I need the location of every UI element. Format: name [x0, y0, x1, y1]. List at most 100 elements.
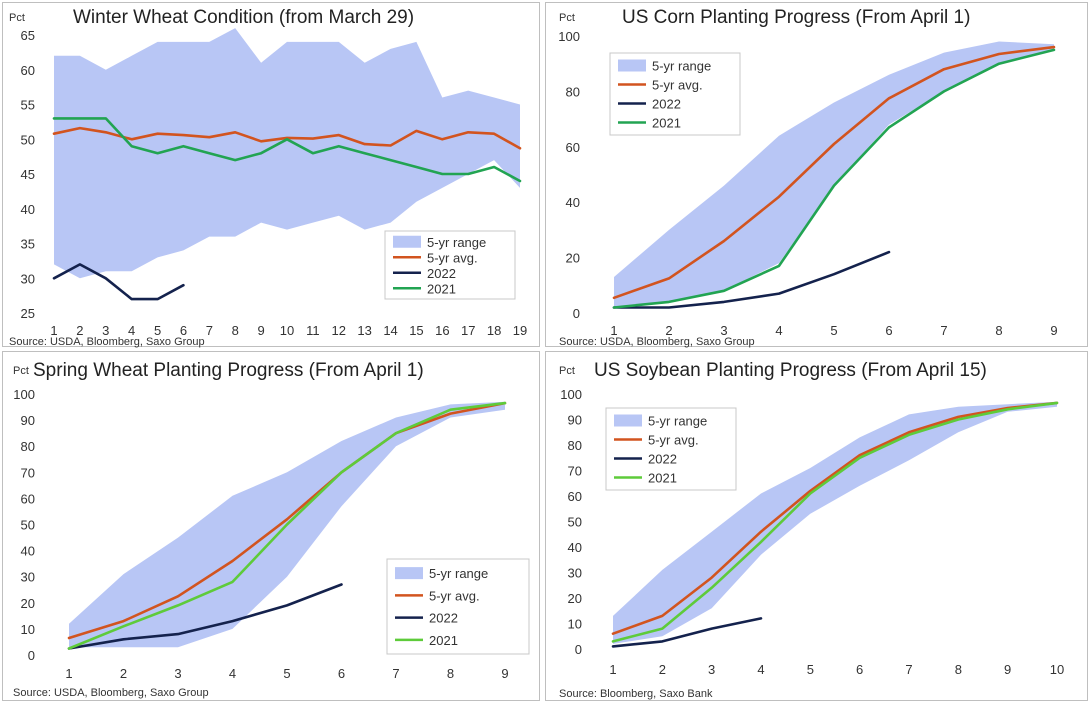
- x-tick-label: 13: [357, 323, 371, 338]
- y-unit-label: Pct: [9, 12, 25, 24]
- x-tick-label: 4: [775, 323, 782, 338]
- x-tick-label: 3: [102, 323, 109, 338]
- y-tick-label: 20: [21, 596, 35, 611]
- y-tick-label: 55: [21, 98, 35, 113]
- legend-label: 5-yr range: [429, 566, 488, 581]
- x-tick-label: 1: [610, 323, 617, 338]
- x-tick-label: 8: [995, 323, 1002, 338]
- x-tick-label: 8: [232, 323, 239, 338]
- y-tick-label: 40: [21, 544, 35, 559]
- y-tick-label: 20: [568, 591, 582, 606]
- x-tick-label: 5: [154, 323, 161, 338]
- x-tick-label: 9: [257, 323, 264, 338]
- series-line-2021: [612, 48, 1056, 309]
- x-tick-label: 10: [280, 323, 294, 338]
- x-tick-label: 6: [856, 662, 863, 677]
- x-tick-label: 7: [905, 662, 912, 677]
- legend-label: 2022: [648, 452, 677, 467]
- chart-title: Spring Wheat Planting Progress (From Apr…: [33, 360, 424, 381]
- chart-title: US Soybean Planting Progress (From April…: [594, 360, 987, 381]
- chart-svg: US Corn Planting Progress (From April 1)…: [558, 7, 1057, 348]
- y-tick-label: 60: [568, 489, 582, 504]
- y-tick-label: 40: [21, 202, 35, 217]
- y-tick-label: 65: [21, 28, 35, 43]
- x-tick-label: 4: [229, 666, 236, 681]
- x-tick-label: 1: [50, 323, 57, 338]
- legend-label: 2021: [652, 116, 681, 131]
- y-tick-label: 70: [21, 465, 35, 480]
- x-tick-label: 3: [720, 323, 727, 338]
- legend-label: 5-yr avg.: [427, 250, 478, 265]
- y-tick-label: 30: [21, 271, 35, 286]
- x-tick-label: 12: [332, 323, 346, 338]
- x-tick-label: 2: [665, 323, 672, 338]
- legend-label: 2022: [429, 611, 458, 626]
- x-tick-label: 9: [501, 666, 508, 681]
- x-tick-label: 5: [807, 662, 814, 677]
- legend-label: 5-yr avg.: [429, 588, 480, 603]
- source-note: Source: USDA, Bloomberg, Saxo Group: [13, 687, 209, 699]
- x-tick-label: 14: [383, 323, 397, 338]
- y-tick-label: 80: [21, 439, 35, 454]
- y-tick-label: 50: [21, 518, 35, 533]
- y-tick-label: 80: [568, 438, 582, 453]
- legend-label: 2022: [427, 266, 456, 281]
- legend-label: 2021: [427, 281, 456, 296]
- y-tick-label: 40: [568, 540, 582, 555]
- y-tick-label: 60: [566, 140, 580, 155]
- chart-svg: Winter Wheat Condition (from March 29) Pc…: [9, 7, 527, 348]
- series-line-2022: [612, 250, 891, 309]
- series-line-5-yr-avg-: [612, 45, 1056, 300]
- legend-label: 2021: [648, 471, 677, 486]
- series-line-5-yr-avg-: [67, 401, 507, 640]
- x-tick-label: 11: [306, 323, 320, 338]
- x-tick-label: 1: [609, 662, 616, 677]
- series-line-2022: [52, 263, 185, 301]
- x-tick-label: 5: [283, 666, 290, 681]
- x-tick-label: 2: [76, 323, 83, 338]
- chart-title: US Corn Planting Progress (From April 1): [622, 7, 970, 28]
- winter-wheat-chart-panel: Winter Wheat Condition (from March 29) Pc…: [2, 2, 540, 348]
- x-tick-label: 18: [487, 323, 501, 338]
- series-line-5-yr-avg-: [611, 401, 1059, 636]
- series-line-2021: [67, 401, 507, 650]
- legend-swatch-range: [618, 59, 646, 72]
- legend-label: 5-yr avg.: [652, 78, 703, 93]
- corn-planting-chart-panel: US Corn Planting Progress (From April 1)…: [545, 2, 1088, 348]
- y-tick-label: 40: [566, 195, 580, 210]
- chart-svg: Spring Wheat Planting Progress (From Apr…: [13, 360, 530, 699]
- y-tick-label: 100: [558, 29, 580, 44]
- y-tick-label: 90: [21, 413, 35, 428]
- legend-label: 5-yr range: [427, 235, 486, 250]
- y-tick-label: 30: [568, 566, 582, 581]
- source-note: Source: USDA, Bloomberg, Saxo Group: [559, 336, 755, 348]
- y-unit-label: Pct: [13, 365, 29, 377]
- legend-label: 2021: [429, 633, 458, 648]
- y-tick-label: 20: [566, 251, 580, 266]
- legend-label: 5-yr avg.: [648, 433, 699, 448]
- soybean-planting-chart-panel: US Soybean Planting Progress (From April…: [545, 351, 1088, 701]
- y-tick-label: 60: [21, 63, 35, 78]
- y-tick-label: 80: [566, 84, 580, 99]
- x-tick-label: 19: [513, 323, 527, 338]
- x-tick-label: 2: [659, 662, 666, 677]
- y-tick-label: 10: [568, 617, 582, 632]
- x-tick-label: 2: [120, 666, 127, 681]
- y-tick-label: 100: [13, 387, 35, 402]
- series-line-2021: [611, 401, 1059, 643]
- source-note: Source: Bloomberg, Saxo Bank: [559, 688, 713, 700]
- y-tick-label: 50: [21, 132, 35, 147]
- x-tick-label: 15: [409, 323, 423, 338]
- legend-label: 5-yr range: [648, 414, 707, 429]
- x-tick-label: 7: [206, 323, 213, 338]
- x-tick-label: 17: [461, 323, 475, 338]
- legend-swatch-range: [395, 567, 423, 580]
- x-tick-label: 9: [1004, 662, 1011, 677]
- y-tick-label: 50: [568, 515, 582, 530]
- x-tick-label: 7: [392, 666, 399, 681]
- y-tick-label: 0: [28, 648, 35, 663]
- series-line-2022: [67, 583, 343, 650]
- x-tick-label: 3: [708, 662, 715, 677]
- x-tick-label: 6: [180, 323, 187, 338]
- y-unit-label: Pct: [559, 365, 575, 377]
